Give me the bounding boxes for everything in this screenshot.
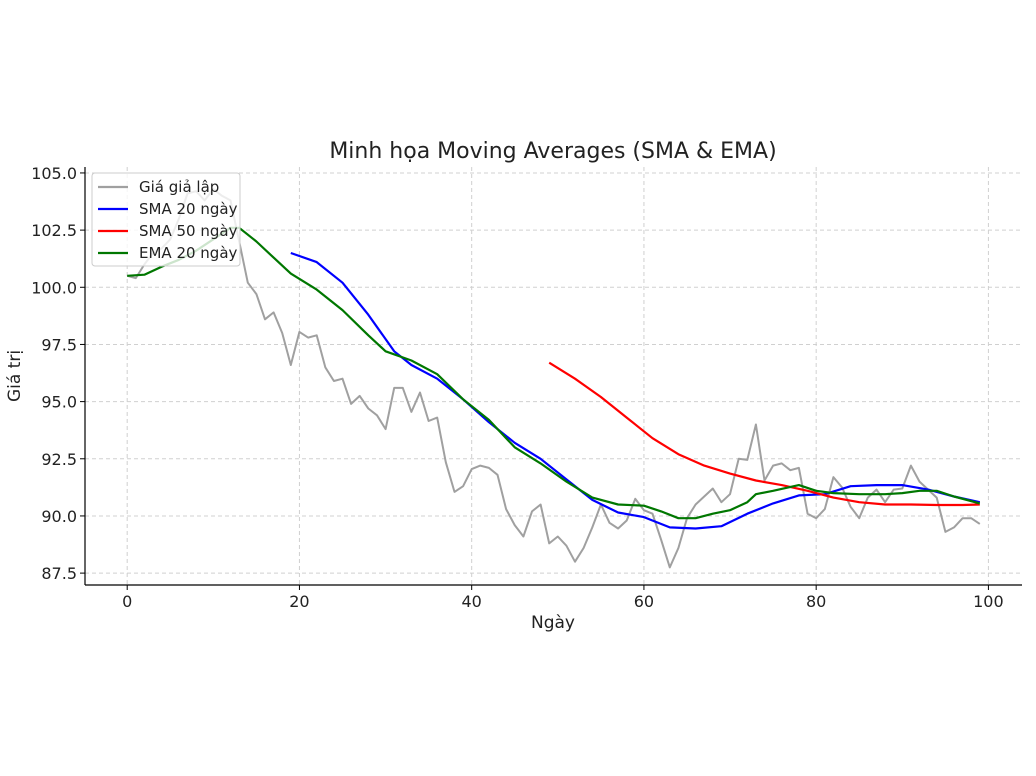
y-tick-label: 87.5 [41, 564, 77, 583]
x-axis-label: Ngày [531, 613, 575, 633]
x-tick-label: 0 [122, 592, 132, 611]
y-tick-label: 105.0 [31, 164, 77, 183]
legend-entry: EMA 20 ngày [139, 244, 238, 262]
y-tick-label: 90.0 [41, 507, 77, 526]
legend-entry: Giá giả lập [139, 178, 219, 196]
x-tick-label: 40 [462, 592, 482, 611]
chart-title: Minh họa Moving Averages (SMA & EMA) [329, 139, 776, 164]
y-tick-label: 100.0 [31, 278, 77, 297]
y-tick-label: 97.5 [41, 335, 77, 354]
legend-entry: SMA 20 ngày [139, 200, 238, 218]
legend: Giá giả lập SMA 20 ngày SMA 50 ngày EMA 20 … [91, 172, 241, 267]
y-tick-label: 95.0 [41, 393, 77, 412]
legend-box [91, 172, 241, 267]
series-line-3 [127, 226, 981, 520]
x-tick-label: 20 [289, 592, 309, 611]
y-axis-label: Giá trị [5, 350, 25, 402]
x-tick-label: 60 [634, 592, 654, 611]
axes: 0 20 40 60 80 100 87.5 90.0 92.5 95.0 97.5 100.0 102… [31, 164, 1022, 611]
legend-entry: SMA 50 ngày [139, 222, 238, 240]
series-lines [126, 188, 981, 569]
series-line-0 [126, 188, 981, 569]
y-tick-label: 92.5 [41, 450, 77, 469]
y-tick-label: 102.5 [31, 221, 77, 240]
x-tick-label: 100 [973, 592, 1004, 611]
x-tick-label: 80 [806, 592, 826, 611]
series-line-2 [548, 361, 980, 507]
